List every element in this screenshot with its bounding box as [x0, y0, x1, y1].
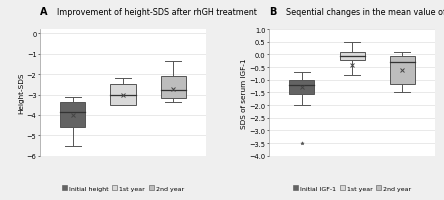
Text: A: A — [40, 7, 48, 17]
Y-axis label: SDS of serum IGF-1: SDS of serum IGF-1 — [241, 58, 247, 128]
Bar — [340, 53, 365, 60]
Legend: Initial height, 1st year, 2nd year: Initial height, 1st year, 2nd year — [62, 185, 184, 191]
Bar — [111, 85, 135, 105]
Text: B: B — [269, 7, 277, 17]
Legend: Initial IGF-1, 1st year, 2nd year: Initial IGF-1, 1st year, 2nd year — [293, 185, 411, 191]
Bar — [390, 56, 415, 84]
Bar — [60, 102, 85, 128]
Bar — [289, 80, 314, 94]
Text: Seqential changes in the mean value of serum IGF-1: Seqential changes in the mean value of s… — [285, 8, 444, 17]
Bar — [161, 77, 186, 98]
Y-axis label: Height-SDS: Height-SDS — [18, 72, 24, 114]
Text: Improvement of height-SDS after rhGH treatment: Improvement of height-SDS after rhGH tre… — [56, 8, 257, 17]
